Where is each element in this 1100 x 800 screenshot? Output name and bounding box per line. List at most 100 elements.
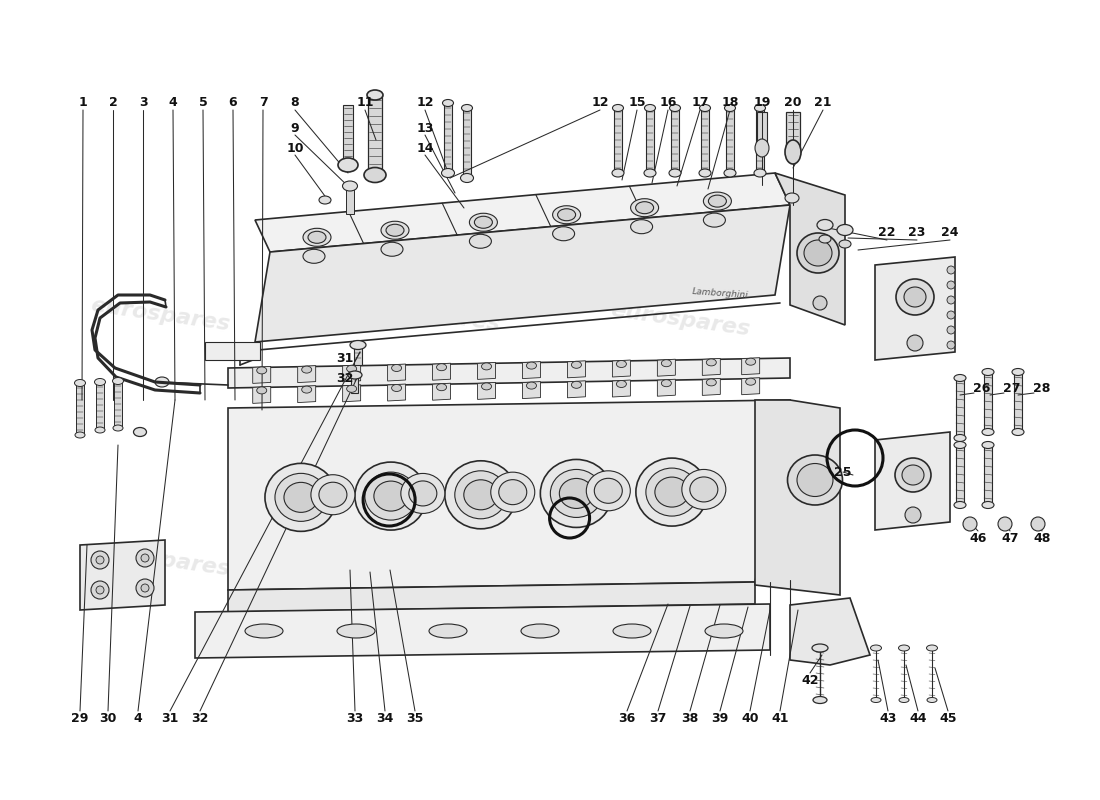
Ellipse shape: [613, 624, 651, 638]
Ellipse shape: [301, 366, 311, 373]
Ellipse shape: [364, 167, 386, 182]
Ellipse shape: [690, 477, 718, 502]
Ellipse shape: [374, 481, 408, 511]
Polygon shape: [387, 364, 406, 381]
Ellipse shape: [540, 459, 613, 527]
Text: 11: 11: [356, 97, 374, 110]
Text: 32: 32: [191, 711, 209, 725]
Ellipse shape: [670, 105, 681, 111]
Bar: [671, 108, 679, 173]
Text: eurospares: eurospares: [89, 540, 231, 580]
Ellipse shape: [804, 240, 832, 266]
Text: 41: 41: [771, 711, 789, 725]
Text: 37: 37: [649, 711, 667, 725]
Text: 16: 16: [659, 97, 676, 110]
Ellipse shape: [275, 474, 327, 522]
Ellipse shape: [308, 231, 326, 243]
Ellipse shape: [798, 233, 839, 273]
Text: eurospares: eurospares: [359, 540, 502, 580]
Ellipse shape: [464, 480, 498, 510]
Ellipse shape: [113, 425, 123, 431]
Ellipse shape: [870, 645, 881, 651]
Polygon shape: [755, 400, 840, 595]
Ellipse shape: [725, 105, 736, 111]
Ellipse shape: [367, 90, 383, 100]
Text: 27: 27: [1003, 382, 1021, 394]
Ellipse shape: [703, 213, 725, 227]
Text: 48: 48: [1033, 531, 1050, 545]
Text: 9: 9: [290, 122, 299, 134]
Ellipse shape: [755, 105, 766, 111]
Text: eurospares: eurospares: [359, 295, 502, 334]
Text: 40: 40: [741, 711, 759, 725]
Ellipse shape: [661, 360, 671, 366]
Ellipse shape: [571, 362, 582, 368]
Text: Lamborghini: Lamborghini: [692, 286, 748, 299]
Ellipse shape: [636, 202, 653, 214]
Ellipse shape: [700, 105, 711, 111]
Ellipse shape: [954, 434, 966, 442]
Text: 10: 10: [286, 142, 304, 154]
Ellipse shape: [552, 206, 581, 224]
Ellipse shape: [319, 196, 331, 204]
Ellipse shape: [95, 378, 106, 386]
Text: 4: 4: [168, 97, 177, 110]
Ellipse shape: [346, 366, 356, 372]
Text: 21: 21: [814, 97, 832, 110]
Bar: [786, 112, 800, 152]
Ellipse shape: [470, 214, 497, 231]
Ellipse shape: [442, 99, 453, 106]
Text: eurospares: eurospares: [89, 295, 231, 334]
Bar: [114, 381, 122, 428]
Bar: [984, 445, 992, 505]
Ellipse shape: [706, 379, 716, 386]
Ellipse shape: [112, 378, 123, 385]
Ellipse shape: [646, 468, 697, 516]
Ellipse shape: [926, 645, 937, 651]
Text: 7: 7: [258, 97, 267, 110]
Text: 5: 5: [199, 97, 208, 110]
Ellipse shape: [155, 377, 169, 387]
Text: 36: 36: [618, 711, 636, 725]
Polygon shape: [741, 378, 760, 394]
Ellipse shape: [319, 482, 346, 507]
Text: 32: 32: [337, 371, 354, 385]
Text: 17: 17: [691, 97, 708, 110]
Ellipse shape: [482, 363, 492, 370]
Circle shape: [96, 556, 104, 564]
Ellipse shape: [346, 386, 356, 392]
Ellipse shape: [454, 470, 507, 519]
Text: 38: 38: [681, 711, 698, 725]
Polygon shape: [80, 540, 165, 610]
Circle shape: [141, 554, 149, 562]
Bar: [614, 108, 622, 173]
Text: 35: 35: [406, 711, 424, 725]
Polygon shape: [477, 382, 495, 399]
Polygon shape: [228, 358, 790, 388]
Text: 12: 12: [416, 97, 433, 110]
Ellipse shape: [871, 698, 881, 702]
Ellipse shape: [429, 624, 468, 638]
Bar: [351, 375, 358, 393]
Polygon shape: [387, 384, 406, 401]
Ellipse shape: [755, 139, 769, 157]
Ellipse shape: [813, 697, 827, 703]
Ellipse shape: [381, 222, 409, 239]
Circle shape: [136, 549, 154, 567]
Ellipse shape: [75, 432, 85, 438]
Circle shape: [998, 517, 1012, 531]
Ellipse shape: [669, 169, 681, 177]
Text: 20: 20: [784, 97, 802, 110]
Ellipse shape: [470, 234, 492, 248]
Ellipse shape: [392, 365, 402, 371]
Text: 29: 29: [72, 711, 89, 725]
Text: 6: 6: [229, 97, 238, 110]
Ellipse shape: [982, 369, 994, 375]
Text: 44: 44: [910, 711, 926, 725]
Ellipse shape: [491, 472, 535, 512]
Ellipse shape: [95, 427, 104, 433]
Bar: [346, 186, 354, 214]
Bar: [463, 108, 471, 178]
Text: 19: 19: [754, 97, 771, 110]
Ellipse shape: [301, 386, 311, 393]
